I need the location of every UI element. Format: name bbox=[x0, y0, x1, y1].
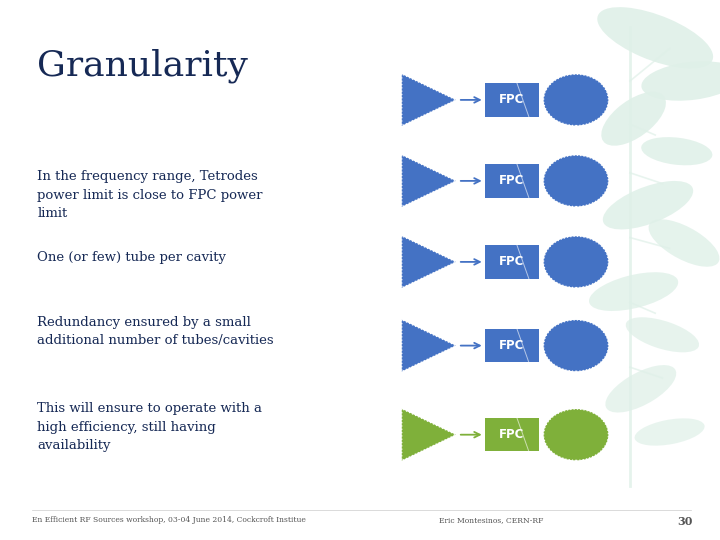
Text: Redundancy ensured by a small
additional number of tubes/cavities: Redundancy ensured by a small additional… bbox=[37, 316, 274, 347]
Text: 30: 30 bbox=[678, 516, 693, 526]
Polygon shape bbox=[402, 409, 456, 461]
Polygon shape bbox=[402, 320, 456, 372]
Ellipse shape bbox=[642, 61, 720, 101]
Ellipse shape bbox=[603, 181, 693, 230]
FancyBboxPatch shape bbox=[485, 164, 539, 198]
FancyBboxPatch shape bbox=[485, 83, 539, 117]
Text: FPC: FPC bbox=[499, 255, 524, 268]
Ellipse shape bbox=[589, 272, 678, 311]
Text: This will ensure to operate with a
high efficiency, still having
availability: This will ensure to operate with a high … bbox=[37, 402, 262, 453]
FancyBboxPatch shape bbox=[485, 329, 539, 362]
Text: In the frequency range, Tetrodes
power limit is close to FPC power
limit: In the frequency range, Tetrodes power l… bbox=[37, 170, 263, 220]
Ellipse shape bbox=[601, 92, 666, 146]
Polygon shape bbox=[402, 236, 456, 288]
Text: En Efficient RF Sources workshop, 03-04 June 2014, Cockcroft Institue: En Efficient RF Sources workshop, 03-04 … bbox=[32, 516, 305, 524]
Text: One (or few) tube per cavity: One (or few) tube per cavity bbox=[37, 251, 226, 264]
FancyBboxPatch shape bbox=[485, 418, 539, 451]
Text: FPC: FPC bbox=[499, 428, 524, 441]
Text: FPC: FPC bbox=[499, 339, 524, 352]
Polygon shape bbox=[402, 155, 456, 207]
Ellipse shape bbox=[544, 320, 608, 372]
Ellipse shape bbox=[606, 365, 676, 413]
Ellipse shape bbox=[634, 418, 705, 445]
Text: Eric Montesinos, CERN-RF: Eric Montesinos, CERN-RF bbox=[439, 516, 544, 524]
Polygon shape bbox=[402, 74, 456, 126]
Ellipse shape bbox=[544, 75, 608, 126]
Text: Granularity: Granularity bbox=[37, 49, 248, 83]
Text: FPC: FPC bbox=[499, 93, 524, 106]
Ellipse shape bbox=[642, 137, 712, 165]
Text: FPC: FPC bbox=[499, 174, 524, 187]
Ellipse shape bbox=[626, 318, 699, 352]
Ellipse shape bbox=[544, 156, 608, 206]
Ellipse shape bbox=[598, 7, 713, 69]
FancyBboxPatch shape bbox=[485, 245, 539, 279]
Ellipse shape bbox=[544, 409, 608, 460]
Ellipse shape bbox=[649, 219, 719, 267]
Ellipse shape bbox=[544, 237, 608, 287]
